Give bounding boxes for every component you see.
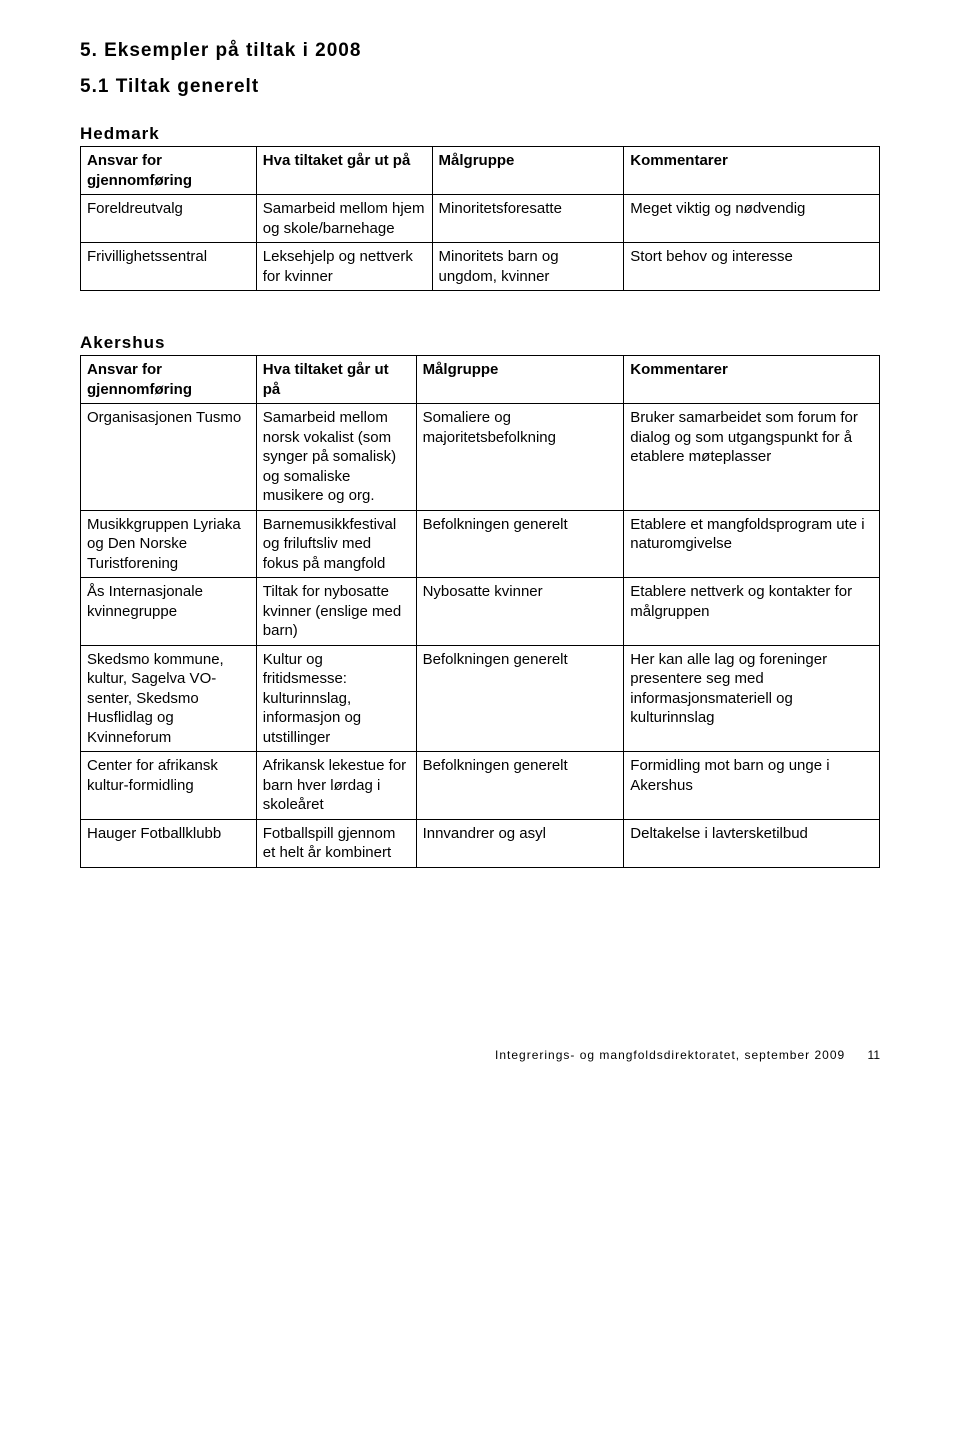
table-row: Frivillighetssentral Leksehjelp og nettv… [81, 243, 880, 291]
table-row: Center for afrikansk kultur-formidling A… [81, 752, 880, 820]
col-header-kommentarer: Kommentarer [624, 356, 880, 404]
cell: Musikkgruppen Lyriaka og Den Norske Turi… [81, 510, 257, 578]
col-header-kommentarer: Kommentarer [624, 147, 880, 195]
cell: Organisasjonen Tusmo [81, 404, 257, 511]
cell: Deltakelse i lavtersketilbud [624, 819, 880, 867]
hedmark-title: Hedmark [80, 124, 880, 144]
cell: Befolkningen generelt [416, 510, 624, 578]
cell: Samarbeid mellom norsk vokalist (som syn… [256, 404, 416, 511]
col-header-malgruppe: Målgruppe [432, 147, 624, 195]
table-row: Organisasjonen Tusmo Samarbeid mellom no… [81, 404, 880, 511]
table-row: Skedsmo kommune, kultur, Sagelva VO-sent… [81, 645, 880, 752]
cell: Etablere et mangfoldsprogram ute i natur… [624, 510, 880, 578]
subsection-heading: 5.1 Tiltak generelt [80, 76, 880, 98]
cell: Formidling mot barn og unge i Akershus [624, 752, 880, 820]
table-row: Musikkgruppen Lyriaka og Den Norske Turi… [81, 510, 880, 578]
cell: Her kan alle lag og foreninger presenter… [624, 645, 880, 752]
akershus-title: Akershus [80, 333, 880, 353]
hedmark-table: Ansvar for gjennomføring Hva tiltaket gå… [80, 146, 880, 291]
col-header-malgruppe: Målgruppe [416, 356, 624, 404]
col-header-tiltak: Hva tiltaket går ut på [256, 356, 416, 404]
cell: Befolkningen generelt [416, 752, 624, 820]
col-header-tiltak: Hva tiltaket går ut på [256, 147, 432, 195]
page-footer: Integrerings- og mangfoldsdirektoratet, … [80, 1048, 880, 1062]
cell: Hauger Fotballklubb [81, 819, 257, 867]
cell: Foreldreutvalg [81, 195, 257, 243]
cell: Skedsmo kommune, kultur, Sagelva VO-sent… [81, 645, 257, 752]
cell: Afrikansk lekestue for barn hver lørdag … [256, 752, 416, 820]
footer-text: Integrerings- og mangfoldsdirektoratet, … [495, 1048, 845, 1062]
cell: Etablere nettverk og kontakter for målgr… [624, 578, 880, 646]
cell: Minoritets barn og ungdom, kvinner [432, 243, 624, 291]
col-header-ansvar: Ansvar for gjennomføring [81, 356, 257, 404]
cell: Center for afrikansk kultur-formidling [81, 752, 257, 820]
akershus-table: Ansvar for gjennomføring Hva tiltaket gå… [80, 355, 880, 868]
table-row: Ås Internasjonale kvinnegruppe Tiltak fo… [81, 578, 880, 646]
table-header-row: Ansvar for gjennomføring Hva tiltaket gå… [81, 356, 880, 404]
cell: Ås Internasjonale kvinnegruppe [81, 578, 257, 646]
cell: Minoritetsforesatte [432, 195, 624, 243]
cell: Stort behov og interesse [624, 243, 880, 291]
section-heading: 5. Eksempler på tiltak i 2008 [80, 40, 880, 62]
cell: Kultur og fritidsmesse: kulturinnslag, i… [256, 645, 416, 752]
table-row: Hauger Fotballklubb Fotballspill gjennom… [81, 819, 880, 867]
page-number: 11 [868, 1048, 880, 1062]
cell: Somaliere og majoritetsbefolkning [416, 404, 624, 511]
cell: Tiltak for nybosatte kvinner (enslige me… [256, 578, 416, 646]
cell: Fotballspill gjennom et helt år kombiner… [256, 819, 416, 867]
col-header-ansvar: Ansvar for gjennomføring [81, 147, 257, 195]
table-header-row: Ansvar for gjennomføring Hva tiltaket gå… [81, 147, 880, 195]
cell: Befolkningen generelt [416, 645, 624, 752]
cell: Frivillighetssentral [81, 243, 257, 291]
cell: Samarbeid mellom hjem og skole/barnehage [256, 195, 432, 243]
cell: Nybosatte kvinner [416, 578, 624, 646]
cell: Meget viktig og nødvendig [624, 195, 880, 243]
table-row: Foreldreutvalg Samarbeid mellom hjem og … [81, 195, 880, 243]
cell: Bruker samarbeidet som forum for dialog … [624, 404, 880, 511]
cell: Innvandrer og asyl [416, 819, 624, 867]
cell: Leksehjelp og nettverk for kvinner [256, 243, 432, 291]
cell: Barnemusikkfestival og friluftsliv med f… [256, 510, 416, 578]
